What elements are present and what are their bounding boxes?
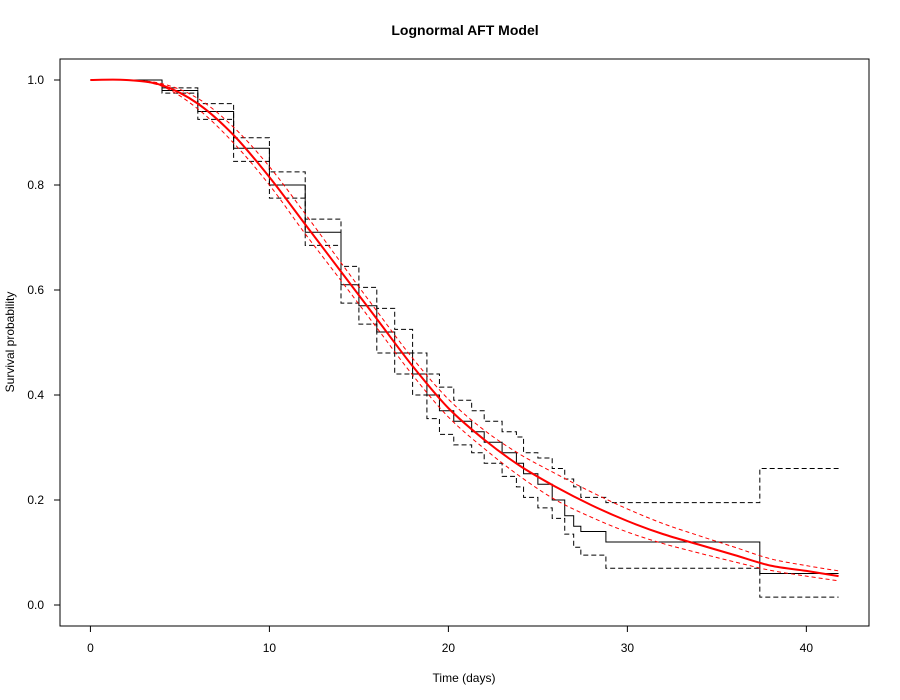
- y-tick-label: 0.6: [27, 283, 44, 297]
- x-axis-label: Time (days): [433, 671, 496, 685]
- y-tick-label: 0.8: [27, 178, 44, 192]
- y-tick-label: 0.4: [27, 388, 44, 402]
- series-layer: [90, 78, 839, 598]
- y-axis: 0.0 0.2 0.4 0.6 0.8 1.0: [27, 73, 60, 612]
- y-axis-label: Survival probability: [3, 292, 17, 393]
- x-axis: 0 10 20 30 40: [87, 626, 813, 655]
- y-tick-label: 0.2: [27, 493, 44, 507]
- series-line-4: [90, 79, 839, 572]
- x-tick-label: 40: [800, 641, 814, 655]
- series-line-2: [90, 79, 839, 598]
- x-tick-label: 20: [442, 641, 456, 655]
- x-tick-label: 0: [87, 641, 94, 655]
- y-tick-label: 0.0: [27, 598, 44, 612]
- x-tick-label: 10: [263, 641, 277, 655]
- series-line-5: [90, 79, 839, 582]
- y-tick-label: 1.0: [27, 73, 44, 87]
- series-line-0: [90, 79, 839, 574]
- series-line-3: [90, 78, 839, 578]
- series-line-1: [90, 79, 839, 504]
- chart-title: Lognormal AFT Model: [391, 22, 538, 38]
- plot-frame: [59, 58, 870, 627]
- x-tick-label: 30: [621, 641, 635, 655]
